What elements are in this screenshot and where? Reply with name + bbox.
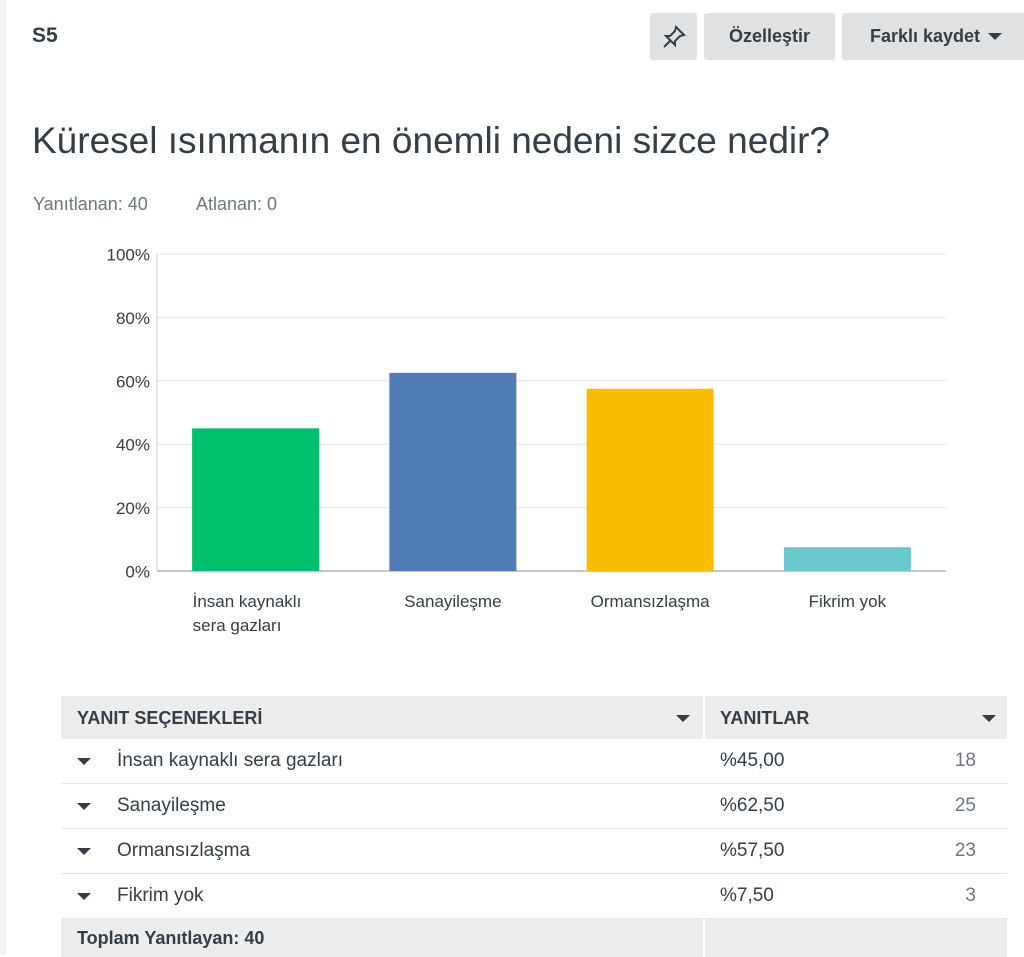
x-tick-label: Ormansızlaşma: [590, 592, 710, 611]
table-row: Ormansızlaşma %57,50 23: [61, 829, 1007, 874]
caret-icon: [982, 714, 996, 722]
save-as-button[interactable]: Farklı kaydet: [842, 13, 1024, 60]
x-tick-label: Fikrim yok: [808, 592, 887, 611]
column-divider: [703, 696, 705, 740]
y-tick-label: 80%: [116, 309, 150, 328]
table-row: İnsan kaynaklı sera gazları %45,00 18: [61, 739, 1007, 784]
table-row: Sanayileşme %62,50 25: [61, 784, 1007, 829]
bar: [783, 547, 911, 571]
row-caret[interactable]: [77, 874, 91, 918]
chart: 0% 20% 40% 60% 80% 100%: [107, 245, 946, 581]
percent: %45,00: [720, 750, 785, 771]
count: 23: [954, 840, 976, 861]
column-divider: [703, 919, 705, 957]
answer-choice: Ormansızlaşma: [117, 840, 251, 861]
customize-button[interactable]: Özelleştir: [704, 13, 835, 60]
row-caret[interactable]: [676, 696, 690, 740]
total-respondents: Toplam Yanıtlayan: 40: [77, 927, 265, 948]
results-table: YANIT SEÇENEKLERİ YANITLAR İnsan kaynaklı …: [61, 696, 1007, 957]
answer-choice: İnsan kaynaklı sera gazları: [117, 750, 344, 771]
table-header: YANIT SEÇENEKLERİ YANITLAR: [61, 696, 1007, 740]
percent: %57,50: [720, 840, 785, 861]
y-tick-label: 40%: [116, 436, 150, 455]
row-caret[interactable]: [77, 739, 91, 783]
skipped-count: Atlanan: 0: [196, 194, 278, 214]
percent: %7,50: [720, 885, 774, 906]
row-caret[interactable]: [77, 829, 91, 873]
question-title: Küresel ısınmanın en önemli nedeni sizce…: [32, 120, 831, 161]
bar: [389, 372, 517, 571]
y-tick-label: 100%: [107, 245, 150, 264]
y-tick-label: 20%: [116, 499, 150, 518]
answer-choice: Sanayileşme: [117, 795, 226, 816]
answer-choice: Fikrim yok: [117, 885, 204, 906]
row-caret[interactable]: [77, 784, 91, 828]
bar: [192, 428, 320, 571]
caret-icon: [77, 892, 91, 900]
header-cell: YANITLAR: [720, 707, 810, 728]
caret-icon: [77, 847, 91, 855]
x-tick-label: İnsan kaynaklı sera gazları: [192, 592, 302, 635]
pin-icon: [662, 24, 686, 48]
table-row: Fikrim yok %7,50 3: [61, 874, 1007, 919]
count: 3: [965, 885, 976, 906]
percent: %62,50: [720, 795, 785, 816]
bar: [586, 388, 714, 571]
caret-icon: [77, 802, 91, 810]
y-tick-label: 60%: [116, 372, 150, 391]
save-as-label: Farklı kaydet: [869, 26, 981, 46]
caret-icon: [77, 757, 91, 765]
count: 18: [954, 750, 976, 771]
pin-button[interactable]: [650, 13, 697, 60]
row-caret[interactable]: [982, 696, 996, 740]
question-number: S5: [32, 24, 58, 47]
header-cell: YANIT SEÇENEKLERİ: [77, 707, 263, 728]
x-tick-label: Sanayileşme: [404, 592, 502, 611]
y-tick-label: 0%: [125, 562, 150, 581]
caret-icon: [676, 714, 690, 722]
count: 25: [954, 795, 976, 816]
dropdown-caret: [988, 33, 1003, 40]
answered-count: Yanıtlanan: 40: [33, 194, 148, 214]
table-footer: Toplam Yanıtlayan: 40: [61, 919, 1007, 957]
